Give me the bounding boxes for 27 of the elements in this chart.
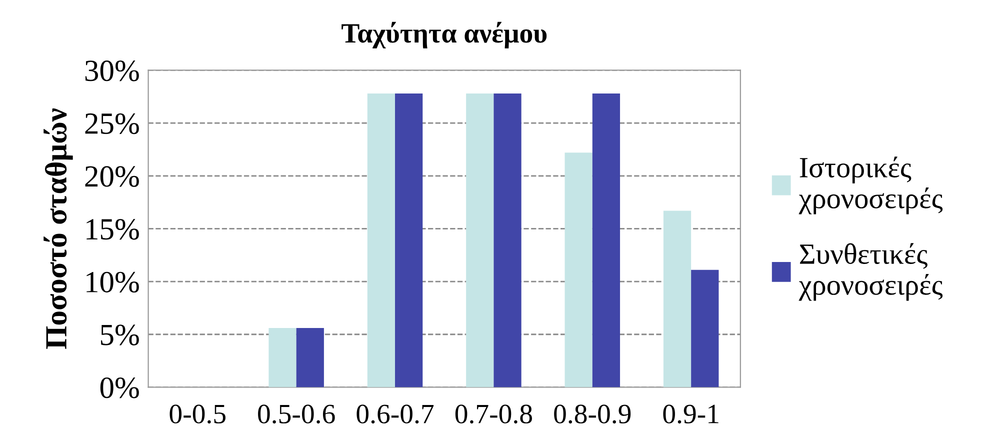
- x-tick-label: 0-0.5: [170, 404, 226, 424]
- bar: [564, 152, 592, 388]
- x-tick-label: 0.7-0.8: [455, 404, 532, 424]
- bar: [663, 210, 692, 388]
- y-tick-label: 15%: [86, 219, 139, 240]
- y-tick-label: 0%: [100, 377, 139, 398]
- y-tick-label: 10%: [86, 272, 139, 293]
- bar: [494, 93, 522, 388]
- bar: [691, 270, 719, 388]
- bar: [367, 93, 396, 388]
- y-tick-label: 25%: [85, 113, 139, 134]
- bar: [296, 328, 324, 388]
- chart-title: Ταχύτητα ανέμου: [342, 22, 547, 48]
- y-tick-label: 20%: [85, 166, 139, 187]
- bar: [592, 93, 620, 388]
- bar: [395, 93, 423, 388]
- bar: [466, 93, 494, 388]
- legend-label: Ιστορικές χρονοσειρές: [798, 156, 943, 214]
- y-tick-label: 30%: [85, 60, 139, 82]
- x-tick-label: 0.9-1: [663, 404, 718, 424]
- y-axis-title: Ποσοστό σταθμών: [44, 108, 73, 349]
- x-tick-label: 0.8-0.9: [554, 404, 631, 424]
- y-tick-label: 5%: [100, 324, 139, 346]
- x-tick-label: 0.6-0.7: [356, 404, 434, 424]
- bar: [268, 328, 296, 388]
- x-tick-label: 0.5-0.6: [258, 404, 335, 424]
- legend-label: Συνθετικές χρονοσειρές: [798, 243, 943, 301]
